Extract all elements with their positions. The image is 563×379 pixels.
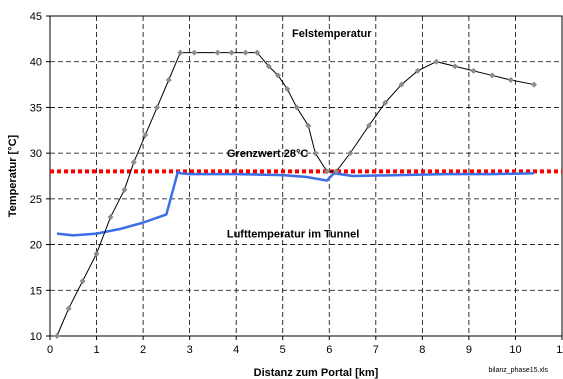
rock-temperature-point — [130, 159, 137, 166]
y-tick-label: 35 — [30, 102, 42, 114]
rock-temperature-point — [191, 49, 198, 56]
plot-area-frame — [49, 15, 563, 337]
rock-temperature-point — [284, 86, 291, 93]
rock-temperature-point — [107, 214, 114, 221]
rock-temperature-point — [414, 67, 421, 74]
rock-temperature-point — [531, 81, 538, 88]
rock-temperature-point — [165, 77, 172, 83]
rock-temperature-point — [53, 333, 60, 339]
x-tick-label: 9 — [466, 344, 472, 356]
rock-temperature-point — [489, 72, 496, 79]
x-tick-label: 6 — [326, 344, 332, 356]
y-axis-title: Temperatur [°C] — [7, 134, 19, 217]
rock-temperature-point — [154, 104, 161, 111]
y-tick-label: 10 — [30, 331, 42, 343]
x-tick-label: 3 — [187, 344, 193, 356]
annotation-label: Lufttemperatur im Tunnel — [227, 228, 359, 240]
y-tick-label: 45 — [30, 11, 42, 23]
rock-temperature-point — [293, 104, 300, 111]
rock-temperature-point — [305, 122, 312, 129]
rock-temperature-point — [177, 49, 184, 56]
rock-temperature-point — [79, 278, 86, 285]
x-tick-label: 4 — [233, 344, 239, 356]
x-tick-label: 7 — [373, 344, 379, 356]
rock-temperature-point — [142, 131, 149, 138]
rock-temperature-point — [214, 49, 221, 56]
rock-temperature-point — [121, 186, 128, 193]
annotation-label: Grenzwert 28°C — [227, 148, 308, 160]
x-axis-ticks: 0 1 2 3 4 5 6 7 8 9 10 11 — [47, 336, 563, 356]
rock-temperature-point — [65, 305, 72, 312]
rock-temperature-point — [382, 99, 389, 106]
rock-temperature-point — [365, 122, 372, 129]
annotation-label: Felstemperatur — [292, 28, 372, 40]
x-tick-label: 2 — [140, 344, 146, 356]
y-tick-label: 15 — [30, 285, 42, 297]
x-tick-label: 1 — [93, 344, 99, 356]
x-tick-label: 0 — [47, 344, 53, 356]
x-tick-label: 5 — [280, 344, 286, 356]
rock-temperature-point — [254, 49, 261, 56]
rock-temperature-point — [507, 77, 514, 83]
rock-temperature-point — [451, 63, 458, 70]
x-tick-label: 11 — [556, 344, 563, 356]
rock-temperature-point — [265, 63, 272, 70]
y-tick-label: 25 — [30, 194, 42, 206]
rock-temperature-point — [93, 250, 100, 257]
annotations: Felstemperatur Grenzwert 28°C Lufttemperat… — [227, 28, 372, 240]
grid-lines — [50, 16, 562, 336]
rock-temperature-point — [398, 81, 405, 88]
rock-temperature-point — [470, 67, 477, 74]
x-tick-label: 8 — [419, 344, 425, 356]
rock-temperature-point — [333, 168, 340, 175]
rock-temperature-point — [347, 150, 354, 157]
rock-temperature-point — [242, 49, 249, 56]
x-tick-label: 10 — [509, 344, 521, 356]
y-axis-ticks: 10 15 20 25 30 35 40 45 — [30, 11, 50, 343]
rock-temperature-point — [312, 150, 319, 157]
rock-temperature-point — [323, 168, 330, 175]
y-tick-label: 20 — [30, 240, 42, 252]
y-tick-label: 40 — [30, 57, 42, 69]
y-tick-label: 30 — [30, 148, 42, 160]
rock-temperature-line — [56, 52, 535, 337]
x-axis-title: Distanz zum Portal [km] — [254, 367, 379, 379]
rock-temperature-point — [275, 72, 282, 79]
series-layer — [50, 49, 562, 339]
source-filename: bilanz_phase15.xls — [488, 367, 548, 374]
rock-temperature-point — [228, 49, 235, 56]
rock-temperature-point — [433, 58, 440, 65]
air-temperature-line — [56, 170, 535, 237]
